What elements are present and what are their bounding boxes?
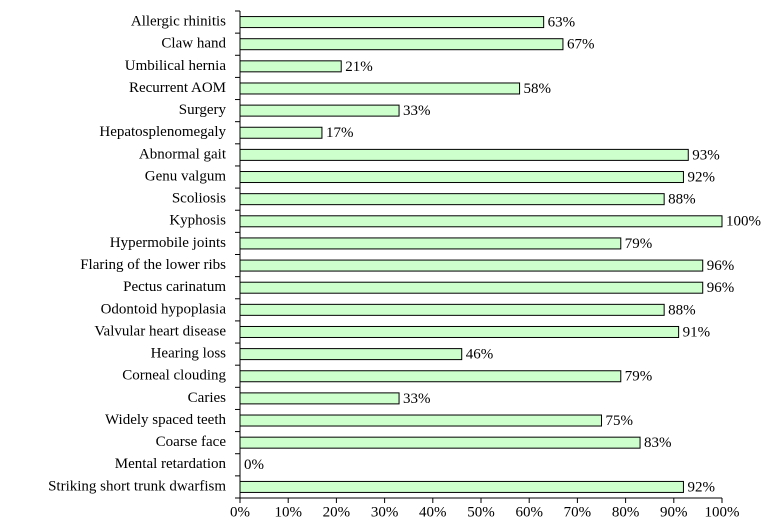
y-tick-label: Surgery (179, 102, 227, 118)
y-tick-label: Corneal clouding (122, 368, 226, 384)
value-label: 88% (668, 302, 696, 318)
value-label: 46% (466, 347, 494, 363)
bar (239, 436, 641, 449)
value-label: 96% (707, 258, 735, 274)
value-label: 96% (707, 280, 735, 296)
bar (239, 126, 323, 139)
y-tick-label: Abnormal gait (139, 146, 227, 162)
y-tick-label: Hypermobile joints (110, 235, 226, 251)
y-tick-label: Caries (188, 390, 226, 406)
value-label: 83% (644, 435, 672, 451)
value-label: 58% (524, 81, 552, 97)
x-tick-label: 90% (660, 504, 688, 519)
y-tick-label: Widely spaced teeth (105, 412, 227, 428)
y-tick-label: Hepatosplenomegaly (99, 124, 226, 140)
x-tick-label: 50% (467, 504, 495, 519)
y-tick-label: Genu valgum (145, 168, 227, 184)
value-label: 88% (668, 192, 696, 208)
bar (239, 171, 684, 184)
bar (239, 370, 622, 383)
bar (239, 480, 684, 493)
value-label: 33% (403, 103, 431, 119)
bar (239, 348, 463, 361)
x-tick-label: 70% (564, 504, 592, 519)
bar (239, 237, 622, 250)
y-tick-label: Pectus carinatum (123, 279, 226, 295)
bar (239, 303, 665, 316)
y-tick-label: Hearing loss (151, 346, 227, 362)
value-label: 79% (625, 369, 653, 385)
value-label: 92% (687, 479, 715, 495)
y-tick-label: Recurrent AOM (129, 80, 226, 96)
x-tick-label: 80% (612, 504, 640, 519)
value-label: 63% (548, 15, 576, 31)
value-label: 17% (326, 125, 354, 141)
x-tick-label: 60% (515, 504, 543, 519)
x-tick-label: 30% (371, 504, 399, 519)
x-tick-label: 10% (274, 504, 302, 519)
y-tick-label: Umbilical hernia (125, 58, 227, 74)
bar (239, 281, 704, 294)
bar (239, 193, 665, 206)
value-label: 0% (244, 457, 264, 473)
bar (239, 148, 689, 161)
y-tick-label: Scoliosis (172, 191, 226, 207)
bar (239, 392, 400, 405)
bar (239, 215, 723, 228)
bar (239, 104, 400, 117)
value-label: 100% (726, 214, 761, 230)
bar (239, 82, 521, 95)
y-tick-label: Claw hand (161, 36, 226, 52)
y-tick-label: Striking short trunk dwarfism (48, 478, 226, 494)
bar (239, 259, 704, 272)
value-label: 67% (567, 37, 595, 53)
x-tick-label: 100% (705, 504, 740, 519)
value-label: 75% (606, 413, 634, 429)
x-tick-label: 0% (230, 504, 250, 519)
x-tick-label: 20% (323, 504, 351, 519)
y-tick-label: Mental retardation (115, 456, 227, 472)
bar (239, 414, 602, 427)
bar (239, 38, 564, 51)
y-tick-label: Allergic rhinitis (131, 14, 226, 30)
value-label: 92% (687, 169, 715, 185)
value-label: 79% (625, 236, 653, 252)
value-label: 33% (403, 391, 431, 407)
value-label: 93% (692, 147, 720, 163)
y-tick-label: Valvular heart disease (94, 323, 226, 339)
bar (239, 325, 680, 338)
value-label: 91% (683, 324, 711, 340)
y-tick-label: Kyphosis (169, 213, 226, 229)
bar (239, 16, 545, 29)
y-tick-label: Flaring of the lower ribs (80, 257, 226, 273)
y-tick-label: Coarse face (156, 434, 227, 450)
y-tick-label: Odontoid hypoplasia (101, 301, 227, 317)
x-tick-label: 40% (419, 504, 447, 519)
value-label: 21% (345, 59, 373, 75)
bar (239, 60, 342, 73)
